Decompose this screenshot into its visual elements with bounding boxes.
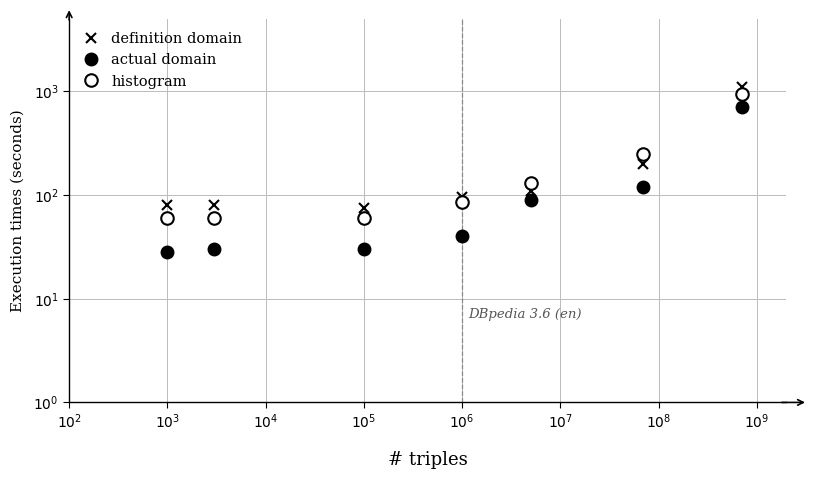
- Line: histogram: histogram: [161, 87, 748, 224]
- actual domain: [163, 250, 172, 255]
- actual domain: [359, 246, 369, 252]
- definition domain: [638, 161, 648, 167]
- histogram: [359, 215, 369, 221]
- Text: DBpedia 3.6 (en): DBpedia 3.6 (en): [468, 308, 581, 321]
- Line: actual domain: actual domain: [161, 101, 748, 259]
- histogram: [638, 151, 648, 156]
- X-axis label: # triples: # triples: [388, 451, 467, 469]
- definition domain: [210, 202, 220, 208]
- Line: definition domain: definition domain: [163, 82, 746, 213]
- definition domain: [457, 194, 467, 200]
- Y-axis label: Execution times (seconds): Execution times (seconds): [11, 109, 25, 312]
- definition domain: [359, 205, 369, 211]
- Legend: definition domain, actual domain, histogram: definition domain, actual domain, histog…: [76, 26, 248, 95]
- histogram: [737, 91, 746, 96]
- definition domain: [163, 202, 172, 208]
- definition domain: [737, 84, 746, 90]
- definition domain: [526, 188, 536, 193]
- actual domain: [457, 233, 467, 239]
- histogram: [526, 180, 536, 186]
- histogram: [210, 215, 220, 221]
- histogram: [163, 215, 172, 221]
- actual domain: [737, 105, 746, 110]
- histogram: [457, 200, 467, 205]
- actual domain: [526, 197, 536, 203]
- actual domain: [210, 246, 220, 252]
- actual domain: [638, 184, 648, 190]
